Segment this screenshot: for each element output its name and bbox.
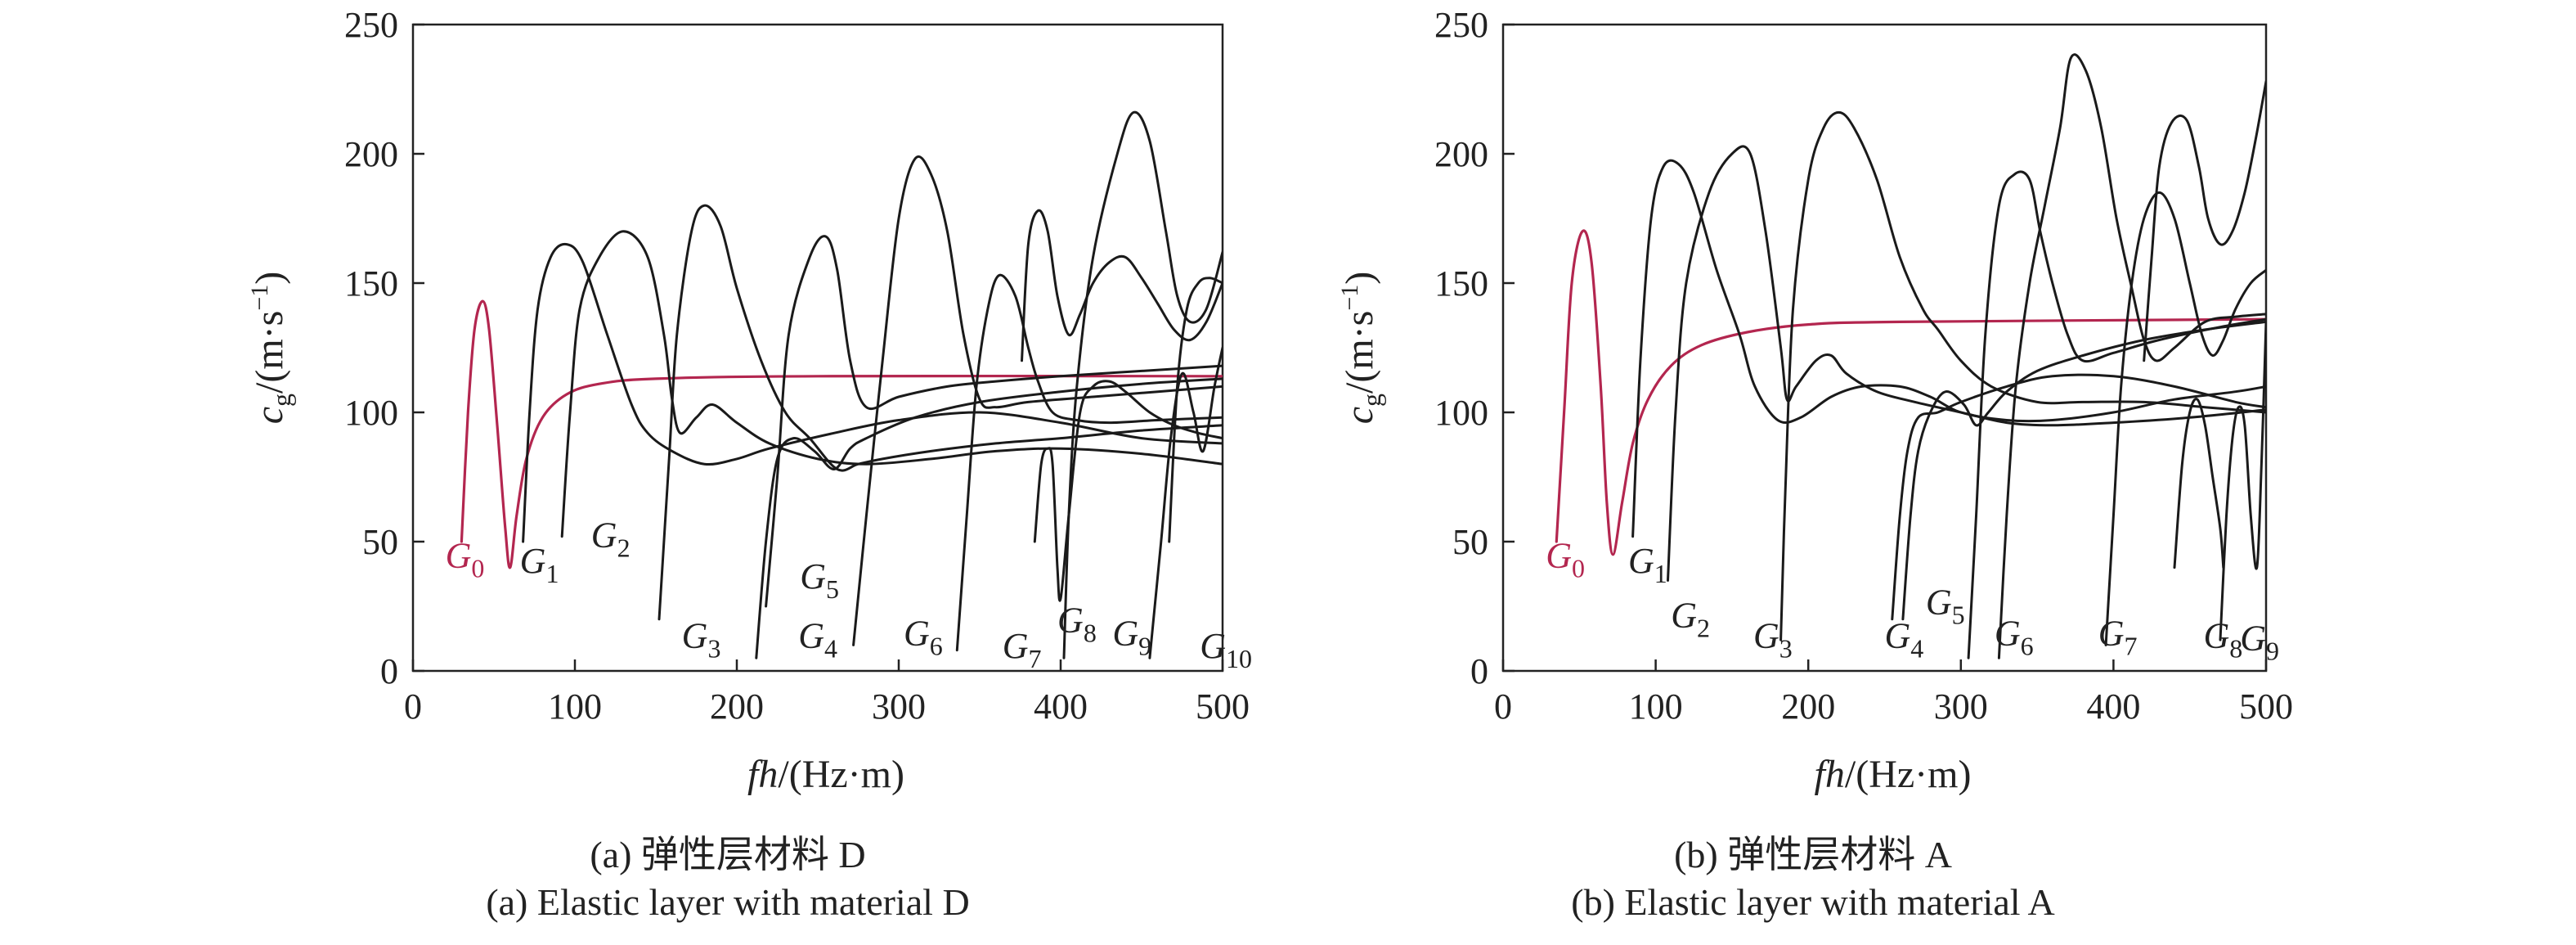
mode-label-b-g4: G4 [1885,616,1924,664]
y-axis-label-b: cg/(m·s−1) [1336,272,1386,425]
mode-label-a-g10: G10 [1200,626,1252,673]
mode-label-b-g6: G6 [1995,613,2034,660]
y-tick-label-b-5: 250 [1434,5,1488,45]
series-line-a-g7 [955,273,1223,652]
x-tick-label-b-5: 500 [2239,686,2293,727]
chart-panel-a: 0 100 200 300 400 500 0 50 100 150 200 250 fh/(Hz·m)… [246,5,1252,796]
y-tick-label-a-1: 50 [362,522,398,562]
mode-label-a-g2: G2 [591,515,631,562]
y-tick-label-a-2: 100 [344,393,398,433]
series-line-b-g4 [1891,373,2266,621]
series-line-b-g7 [1997,53,2266,659]
mode-label-a-g7: G7 [1003,626,1042,673]
y-tick-label-a-5: 250 [344,5,398,45]
mode-label-a-g1: G1 [520,541,559,588]
series-line-a-g1 [522,242,1223,543]
y-tick-label-b-1: 50 [1452,522,1488,562]
caption-a-chinese: (a) 弹性层材料 D [590,834,866,875]
mode-label-b-g3: G3 [1753,616,1793,664]
mode-label-a-g6: G6 [904,613,943,660]
series-line-a-g3 [657,204,1223,621]
series-line-a-g6 [852,155,1223,646]
mode-label-b-g0: G0 [1546,536,1585,583]
plot-frame-b [1501,23,2268,673]
mode-label-a-g3: G3 [682,616,721,664]
series-line-b-g2 [1667,145,2266,582]
series-line-a-g10 [1148,346,1223,659]
y-axis-label-a: cg/(m·s−1) [246,272,296,425]
series-line-a-branch-12 [1168,277,1223,543]
mode-label-a-g4: G4 [798,616,837,664]
series-line-b-branch-10 [2143,80,2266,362]
mode-label-a-g8: G8 [1057,601,1097,648]
series-line-b-g1 [1631,159,2266,538]
curves-b [1555,53,2266,659]
series-line-a-g4 [755,377,1223,659]
caption-a-english: (a) Elastic layer with material D [486,881,970,923]
curves-a [460,110,1223,659]
mode-label-b-g5: G5 [1926,582,1965,629]
series-line-b-g8 [2104,191,2266,646]
series-line-a-g5 [765,235,1223,608]
y-tick-label-b-2: 100 [1434,393,1488,433]
series-line-b-g0 [1555,229,2266,556]
mode-label-b-g9: G9 [2240,619,2279,666]
mode-label-b-g1: G1 [1628,541,1667,588]
mode-label-a-g0: G0 [446,536,485,583]
x-axis-label-a: fh/(Hz·m) [747,753,904,796]
caption-b-chinese: (b) 弹性层材料 A [1674,834,1952,875]
x-tick-label-a-0: 0 [404,686,422,727]
y-tick-label-b-4: 200 [1434,134,1488,174]
caption-panel-a: (a) 弹性层材料 D (a) Elastic layer with mater… [155,831,1300,926]
mode-label-b-g8: G8 [2203,616,2242,664]
series-line-b-g3 [1779,110,2266,641]
mode-label-a-g9: G9 [1112,613,1151,660]
y-tick-label-a-4: 200 [344,134,398,174]
series-line-a-g9 [1062,110,1223,659]
chart-panel-b: 0 100 200 300 400 500 0 50 100 150 200 250 fh/(Hz·m)… [1336,5,2293,796]
x-tick-label-b-0: 0 [1494,686,1512,727]
x-tick-label-a-1: 100 [548,686,602,727]
caption-panel-b: (b) 弹性层材料 A (b) Elastic layer with mater… [1241,831,2385,926]
mode-label-b-g7: G7 [2098,613,2138,660]
y-tick-label-b-0: 0 [1470,651,1488,691]
x-tick-label-b-2: 200 [1781,686,1835,727]
series-line-a-g2 [560,230,1223,538]
series-line-a-branch-11 [1021,209,1223,362]
series-line-a-g8 [1033,380,1223,602]
series-line-b-branch-11 [2173,398,2225,569]
y-tick-label-b-3: 150 [1434,263,1488,304]
x-tick-label-a-2: 200 [710,686,764,727]
y-tick-label-a-3: 150 [344,263,398,304]
x-tick-label-a-3: 300 [872,686,926,727]
x-tick-label-b-3: 300 [1934,686,1988,727]
x-tick-label-b-1: 100 [1629,686,1683,727]
series-line-b-g6 [1967,170,2266,659]
mode-label-b-g2: G2 [1671,595,1710,642]
x-tick-label-a-5: 500 [1196,686,1250,727]
x-tick-label-b-4: 400 [2086,686,2140,727]
y-tick-label-a-0: 0 [380,651,398,691]
series-line-b-g9 [2219,320,2266,641]
series-line-a-g0 [460,299,1223,569]
caption-b-english: (b) Elastic layer with material A [1571,881,2055,923]
x-axis-label-b: fh/(Hz·m) [1815,753,1972,796]
mode-label-a-g5: G5 [800,556,839,604]
x-tick-label-a-4: 400 [1034,686,1088,727]
